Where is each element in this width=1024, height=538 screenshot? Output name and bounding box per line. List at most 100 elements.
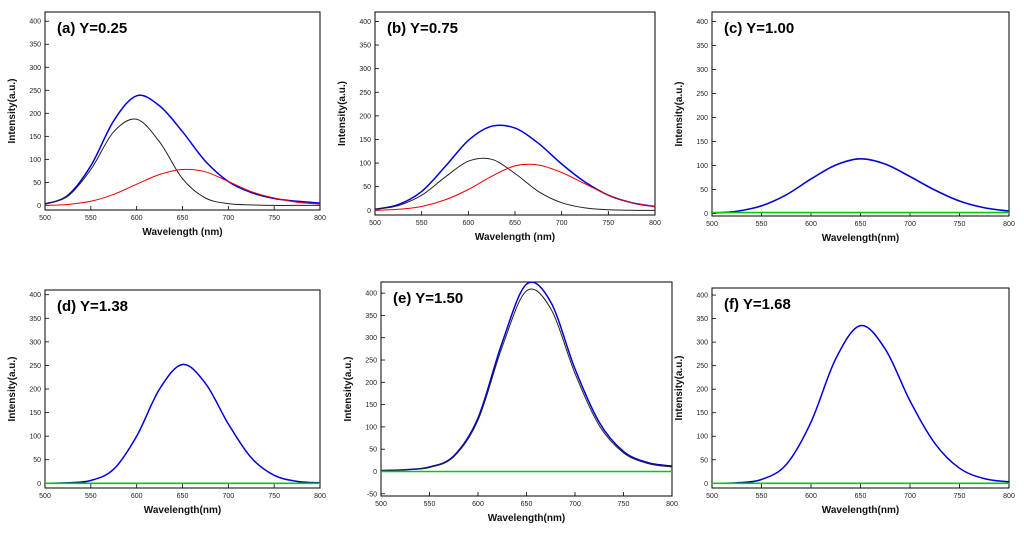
y-tick-label: 50 — [700, 187, 708, 194]
series-line-2 — [711, 158, 1010, 214]
x-tick-label: 750 — [268, 215, 280, 222]
y-tick-label: 150 — [696, 410, 708, 417]
y-tick-label: 250 — [29, 363, 41, 370]
y-tick-label: 0 — [373, 469, 377, 476]
x-axis-label: Wavelength(nm) — [488, 513, 565, 524]
y-tick-label: 250 — [696, 363, 708, 370]
plot-frame — [374, 11, 656, 216]
panel-title: (a) Y=0.25 — [57, 20, 127, 37]
y-tick-label: 200 — [359, 113, 371, 120]
y-tick-label: 250 — [29, 88, 41, 95]
x-tick-label: 550 — [416, 220, 428, 227]
y-tick-label: 400 — [29, 292, 41, 299]
series-line-2 — [44, 118, 320, 206]
y-tick-label: -50 — [367, 491, 377, 498]
y-tick-label: 100 — [359, 161, 371, 168]
x-tick-label: 500 — [706, 221, 718, 228]
y-tick-label: 350 — [696, 43, 708, 50]
y-tick-label: 0 — [37, 203, 41, 210]
y-tick-label: 200 — [696, 115, 708, 122]
chart-panel-4: 0 50 100 150 200 250 300 350 400 500 550 600 650 700 7… — [7, 289, 326, 516]
x-tick-label: 700 — [556, 220, 568, 227]
y-tick-label: 350 — [29, 42, 41, 49]
x-tick-label: 650 — [177, 493, 189, 500]
x-tick-label: 700 — [222, 215, 234, 222]
plot-frame — [44, 289, 321, 489]
x-tick-label: 800 — [666, 501, 678, 508]
y-tick-label: 150 — [29, 410, 41, 417]
chart-panel-3: 0 50 100 150 200 250 300 350 400 500 550 600 650 700 7… — [674, 11, 1015, 244]
y-tick-label: 50 — [33, 180, 41, 187]
y-tick-label: 400 — [365, 291, 377, 298]
y-tick-label: 250 — [696, 91, 708, 98]
panel-title: (c) Y=1.00 — [724, 20, 794, 37]
x-tick-label: 750 — [618, 501, 630, 508]
y-tick-label: 0 — [704, 481, 708, 488]
x-tick-label: 800 — [1003, 221, 1015, 228]
x-tick-label: 750 — [602, 220, 614, 227]
y-tick-label: 0 — [704, 211, 708, 218]
x-tick-label: 500 — [369, 220, 381, 227]
x-tick-label: 650 — [855, 493, 867, 500]
x-tick-label: 700 — [904, 493, 916, 500]
y-tick-label: 400 — [696, 293, 708, 300]
y-tick-label: 350 — [29, 316, 41, 323]
panel-title: (b) Y=0.75 — [387, 20, 458, 37]
y-tick-label: 200 — [29, 111, 41, 118]
y-tick-label: 300 — [359, 66, 371, 73]
y-tick-label: 200 — [696, 387, 708, 394]
x-tick-label: 550 — [85, 493, 97, 500]
y-tick-label: 400 — [359, 19, 371, 26]
y-tick-label: 0 — [367, 208, 371, 215]
y-tick-label: 350 — [696, 316, 708, 323]
y-tick-label: 50 — [369, 447, 377, 454]
x-axis-label: Wavelength(nm) — [144, 505, 221, 516]
x-tick-label: 700 — [569, 501, 581, 508]
chart-panel-5: -50 0 50 100 150 200 250 300 350 400 500 550 600 650 7… — [343, 281, 678, 524]
panel-title: (d) Y=1.38 — [57, 298, 128, 315]
x-tick-label: 600 — [131, 215, 143, 222]
y-axis-label: Intensity(a.u.) — [674, 355, 685, 420]
y-tick-label: 250 — [365, 358, 377, 365]
y-axis-label: Intensity(a.u.) — [7, 356, 18, 421]
plot-frame — [711, 287, 1010, 489]
series-line-1 — [44, 94, 321, 205]
x-tick-label: 750 — [954, 221, 966, 228]
y-tick-label: 100 — [29, 434, 41, 441]
panel-title: (e) Y=1.50 — [393, 290, 463, 307]
x-tick-label: 550 — [756, 221, 768, 228]
x-tick-label: 800 — [314, 493, 326, 500]
y-tick-label: 400 — [29, 19, 41, 26]
y-axis-label: Intensity(a.u.) — [343, 356, 354, 421]
series-line-1 — [711, 324, 1010, 485]
chart-panel-2: 0 50 100 150 200 250 300 350 400 500 550 600 650 700 7… — [337, 11, 661, 243]
y-axis-label: Intensity(a.u.) — [674, 81, 685, 146]
x-tick-label: 550 — [424, 501, 436, 508]
plot-frame — [44, 11, 321, 211]
x-axis-label: Wavelength(nm) — [822, 505, 899, 516]
y-tick-label: 100 — [696, 163, 708, 170]
y-axis-label: Intensity(a.u.) — [7, 78, 18, 143]
x-tick-label: 700 — [222, 493, 234, 500]
x-tick-label: 500 — [375, 501, 387, 508]
y-tick-label: 200 — [29, 387, 41, 394]
y-tick-label: 300 — [365, 335, 377, 342]
chart-panel-1: 0 50 100 150 200 250 300 350 400 500 550 600 650 700 7… — [7, 11, 326, 238]
x-tick-label: 550 — [85, 215, 97, 222]
x-tick-label: 500 — [39, 215, 51, 222]
series-line-3 — [374, 163, 656, 211]
series-line-1 — [711, 157, 1010, 214]
x-tick-label: 750 — [268, 493, 280, 500]
series-line-1 — [380, 281, 673, 472]
series-line-1 — [44, 363, 321, 485]
x-tick-label: 650 — [855, 221, 867, 228]
y-tick-label: 200 — [365, 380, 377, 387]
x-tick-label: 600 — [472, 501, 484, 508]
y-tick-label: 300 — [696, 67, 708, 74]
x-tick-label: 600 — [131, 493, 143, 500]
x-tick-label: 600 — [805, 221, 817, 228]
y-tick-label: 150 — [29, 134, 41, 141]
x-tick-label: 700 — [904, 221, 916, 228]
series-line-2 — [380, 288, 673, 472]
